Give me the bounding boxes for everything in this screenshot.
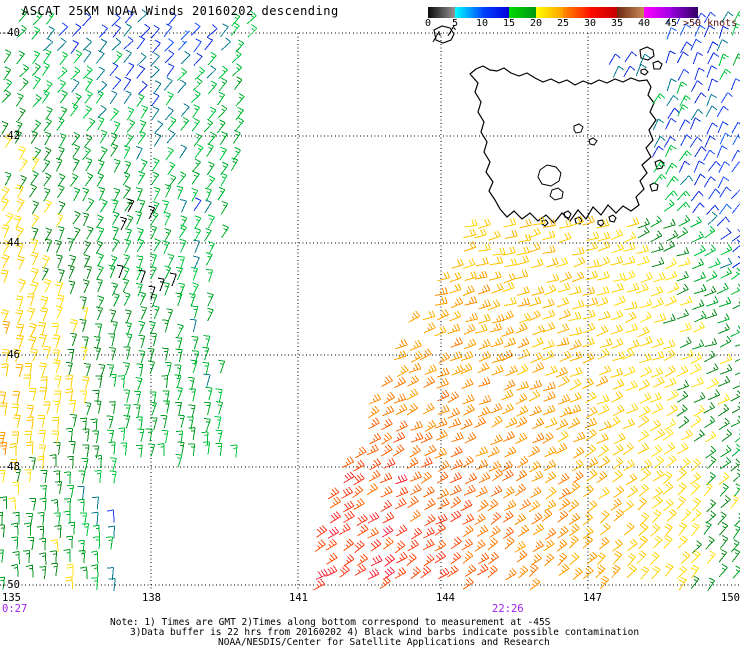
lat-label: -44	[1, 237, 20, 249]
colorbar-tick-label: 30	[583, 18, 597, 29]
note-line-1: Note: 1) Times are GMT 2)Times along bot…	[110, 617, 551, 628]
colorbar-tick-label: 40	[637, 18, 651, 29]
wind-barbs-layer	[0, 8, 740, 592]
colorbar-tick-label: 20	[529, 18, 543, 29]
pass-time: 22:26	[492, 603, 524, 615]
colorbar-tick-label: 25	[556, 18, 570, 29]
lat-label: -46	[1, 349, 20, 361]
page-title: ASCAT 25KM NOAA Winds 20160202 descendin…	[22, 4, 339, 18]
tasmania-coastline	[433, 25, 665, 227]
colorbar-max-label: >50 knots	[683, 18, 738, 29]
colorbar-tick-label: 15	[502, 18, 516, 29]
lon-label: 147	[583, 592, 602, 604]
lon-label: 141	[289, 592, 308, 604]
note-line-2: 3)Data buffer is 22 hrs from 20160202 4)…	[130, 627, 640, 638]
lon-label: 138	[142, 592, 161, 604]
note-line-3: NOAA/NESDIS/Center for Satellite Applica…	[218, 637, 550, 648]
lat-label: -42	[1, 130, 20, 142]
colorbar-tick-label: 35	[610, 18, 624, 29]
colorbar-tick-label: 45	[664, 18, 678, 29]
lat-label: -50	[1, 579, 20, 591]
lon-label: 150	[721, 592, 740, 604]
lon-label: 144	[436, 592, 455, 604]
pass-time: 0:27	[2, 603, 28, 615]
colorbar-tick-label: 10	[475, 18, 489, 29]
colorbar-tick-label: 0	[424, 18, 432, 29]
colorbar-tick-label: 5	[451, 18, 459, 29]
lat-label: -40	[1, 27, 20, 39]
wind-speed-colorbar	[428, 7, 698, 18]
lat-label: -48	[1, 461, 20, 473]
graticule-gridlines	[0, 32, 740, 591]
lon-label: 135	[2, 592, 21, 604]
